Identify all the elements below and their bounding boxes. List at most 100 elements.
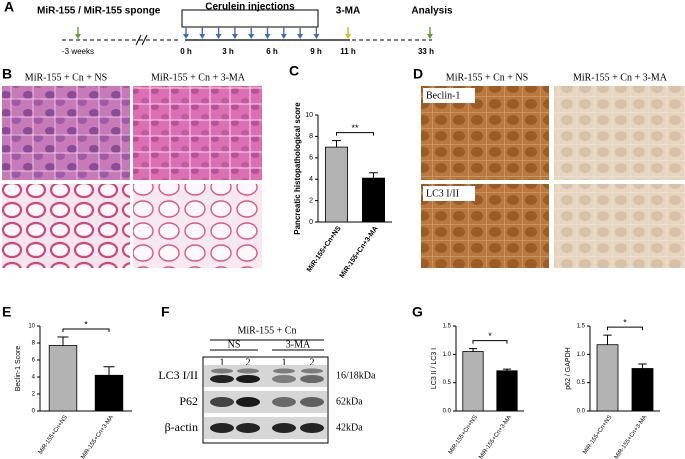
- ihc-image: [554, 184, 685, 268]
- blot-band: [236, 423, 260, 433]
- histology-image: [2, 184, 130, 268]
- histology-image: [133, 86, 262, 180]
- bar: [462, 351, 484, 412]
- arrow-head: [215, 34, 222, 39]
- protein-label: LC3 I/II: [158, 368, 198, 382]
- protein-label: P62: [179, 394, 198, 408]
- timeline-time: 11 h: [340, 47, 356, 56]
- y-axis-label: LC3 II / LC3 I: [431, 348, 438, 389]
- blot-band: [210, 397, 234, 407]
- axis-break: [135, 34, 148, 46]
- blot-band: [237, 368, 259, 374]
- y-tick-label: 1.5: [443, 324, 452, 330]
- y-tick-label: 0.5: [577, 380, 586, 386]
- error-bar: [638, 363, 647, 369]
- arrow-head: [345, 34, 351, 39]
- row-label: LC3 I/II: [426, 188, 459, 199]
- arrow-head: [199, 34, 206, 39]
- lane-label: 1: [220, 357, 225, 368]
- arrow-head: [313, 34, 320, 39]
- column-header: MiR-155 + Cn + 3-MA: [151, 72, 246, 83]
- bar: [94, 374, 124, 412]
- blot-band: [300, 397, 324, 407]
- arrow-head: [231, 34, 238, 39]
- panel-letter: G: [412, 304, 423, 320]
- column-header: MiR-155 + Cn + NS: [446, 72, 528, 83]
- significance-bracket: [336, 132, 374, 136]
- blot-band: [300, 423, 324, 433]
- x-tick-label: MiR-155+Cn+NS: [448, 415, 479, 456]
- x-tick-label: MiR-155+Cn+NS: [582, 415, 613, 456]
- y-tick-label: 8: [309, 133, 313, 140]
- y-tick-label: 1.0: [577, 352, 586, 358]
- significance: *: [488, 331, 492, 341]
- y-tick-label: 6: [309, 155, 313, 162]
- injection-box: [181, 9, 319, 28]
- timeline-time: -3 weeks: [62, 47, 94, 56]
- ihc-image: [554, 86, 685, 180]
- y-axis-label: p62 / GAPDH: [565, 347, 572, 389]
- y-tick-label: 1.5: [577, 324, 586, 330]
- blot-band: [236, 375, 260, 383]
- blot-condition: NS: [228, 339, 241, 350]
- bar: [496, 370, 518, 412]
- y-tick-label: 0.5: [443, 380, 452, 386]
- error-bar: [57, 336, 69, 346]
- column-header: MiR-155 + Cn + NS: [25, 72, 107, 83]
- x-tick-label: MiR-155+Cn+3-MA: [339, 225, 380, 279]
- timeline-time: 3 h: [222, 47, 234, 56]
- panel-letter: F: [161, 304, 170, 320]
- y-tick-label: 10: [305, 112, 313, 119]
- lane-label: 2: [246, 357, 251, 368]
- significance: *: [84, 319, 88, 329]
- blot-condition: 3-MA: [286, 339, 311, 350]
- y-tick-label: 0: [309, 219, 313, 226]
- y-tick-label: 4: [309, 176, 313, 183]
- blot-band: [272, 375, 296, 383]
- size-label: 62kDa: [336, 396, 363, 407]
- blot-band: [236, 397, 260, 407]
- y-axis-label: Beclin-1 Score: [15, 346, 22, 392]
- panel-letter: A: [4, 0, 14, 15]
- bar: [361, 177, 385, 223]
- timeline-label: Cerulein injections: [205, 2, 295, 13]
- timeline-label: Analysis: [411, 6, 453, 17]
- blot-group: MiR-155 + Cn: [238, 325, 297, 336]
- timeline-label: 3-MA: [336, 6, 360, 17]
- significance-bracket: [607, 326, 643, 331]
- panel-letter: B: [2, 66, 12, 82]
- blot-strip: [204, 417, 327, 439]
- bar: [324, 146, 348, 223]
- panel-letter: D: [413, 66, 423, 82]
- row-label-box: [423, 88, 475, 103]
- column-header: MiR-155 + Cn + 3-MA: [573, 72, 668, 83]
- y-tick-label: 8: [32, 341, 36, 347]
- significance-bracket: [62, 328, 110, 333]
- lane-label: 1: [282, 357, 287, 368]
- error-bar: [603, 334, 612, 345]
- y-tick-label: 0: [32, 409, 36, 415]
- arrow-head: [264, 34, 271, 39]
- timeline-time: 33 h: [418, 47, 434, 56]
- significance: *: [623, 317, 627, 327]
- y-axis-label: Pancreatic histopathological score: [293, 102, 302, 235]
- x-tick-label: MiR-155+Cn+NS: [306, 225, 343, 274]
- y-tick-label: 0.0: [577, 409, 586, 415]
- timeline-time: 6 h: [266, 47, 278, 56]
- histology-image: [2, 86, 130, 180]
- significance: **: [351, 123, 359, 133]
- x-tick-label: MiR-155+Cn+3-MA: [80, 415, 115, 459]
- arrow-head: [248, 34, 255, 39]
- timeline-time: 0 h: [180, 47, 192, 56]
- row-label: Beclin-1: [426, 90, 460, 101]
- bar: [631, 368, 654, 412]
- error-bar: [369, 172, 378, 179]
- arrow-head: [75, 34, 81, 39]
- size-label: 42kDa: [336, 422, 363, 433]
- x-tick-label: MiR-155+Cn+3-MA: [614, 415, 649, 459]
- protein-label: β-actin: [165, 420, 198, 434]
- y-tick-label: 1.0: [443, 352, 452, 358]
- y-tick-label: 6: [32, 358, 36, 364]
- error-bar: [468, 348, 478, 352]
- bar: [596, 344, 619, 412]
